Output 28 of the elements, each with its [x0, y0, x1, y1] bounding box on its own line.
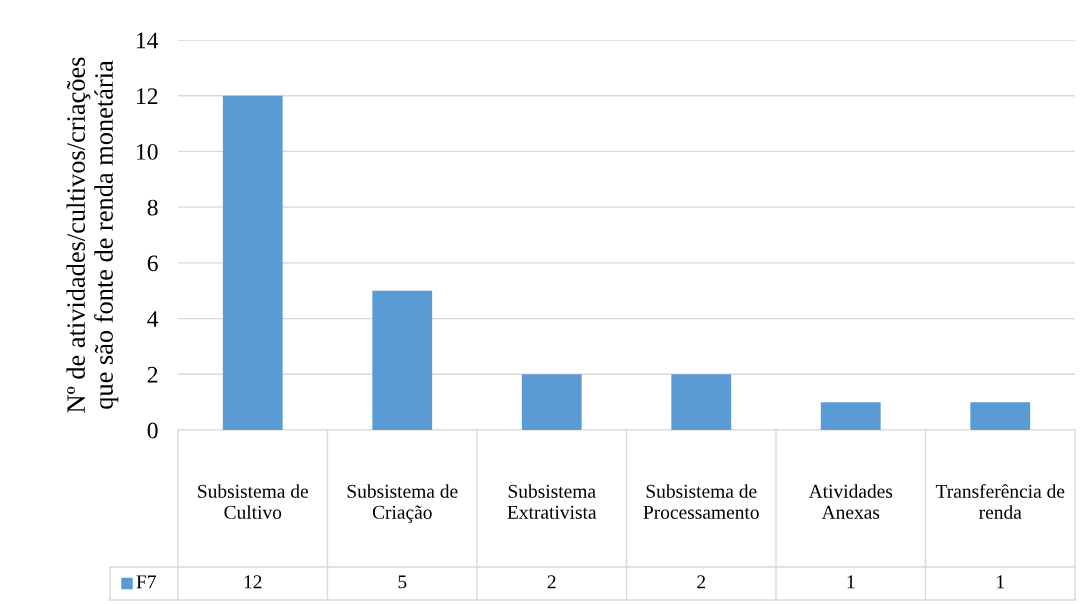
y-tick-label: 8: [147, 199, 158, 216]
bar: [222, 95, 283, 430]
data-label: 5: [398, 575, 407, 589]
data-label: 2: [547, 575, 556, 589]
x-tick-label: Subsistema de Processamento: [643, 484, 759, 519]
x-tick-label: Subsistema Extrativista: [507, 484, 597, 519]
y-tick-label: 4: [147, 311, 159, 327]
y-axis-title: Nº de atividades/cultivos/criações que são fonte de renda monetária: [66, 57, 119, 413]
x-tick-label: Atividades Anexas: [808, 484, 893, 519]
bar: [372, 290, 433, 430]
y-tick-label: 0: [147, 422, 158, 439]
x-tick-label: Subsistema de Criação: [347, 484, 458, 523]
bar: [671, 374, 732, 430]
bar: [820, 402, 881, 430]
y-tick-label: 2: [147, 366, 158, 383]
x-tick-label: Transferência de renda: [935, 483, 1065, 519]
data-label: 12: [244, 575, 262, 589]
data-label: 1: [997, 575, 1004, 589]
y-tick-label: 6: [147, 255, 158, 272]
data-label: 1: [847, 575, 855, 589]
bar: [521, 374, 582, 430]
data-label: 2: [697, 575, 706, 589]
legend-label: F7: [136, 575, 156, 589]
y-tick-label: 14: [137, 32, 159, 49]
x-tick-label: Subsistema de Cultivo: [198, 484, 308, 519]
bar: [970, 402, 1031, 430]
y-tick-label: 12: [137, 88, 158, 104]
y-tick-label: 10: [137, 143, 158, 160]
